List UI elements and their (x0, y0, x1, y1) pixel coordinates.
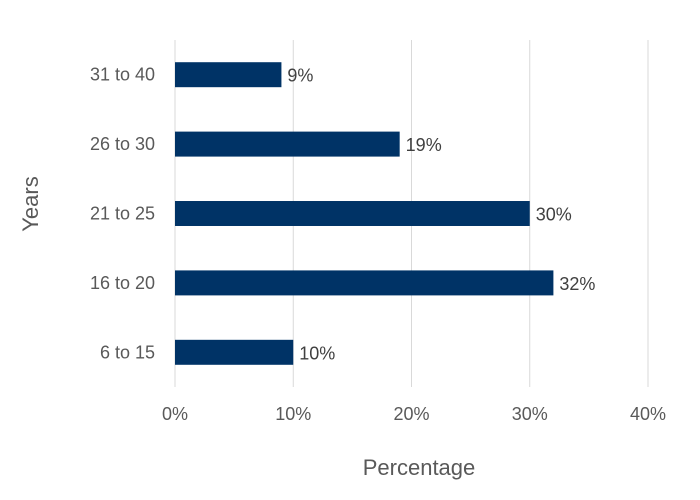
bar-1 (175, 270, 554, 296)
bar-3 (175, 131, 400, 157)
bar-4 (175, 62, 282, 88)
x-tick-label-3: 30% (512, 404, 548, 424)
y-tick-label-3: 26 to 30 (90, 134, 155, 154)
data-label-2: 30% (536, 205, 572, 225)
labels: 0% 10% 20% 30% 40% 6 to 15 10% 16 to 20 32% 21 to… (90, 65, 666, 424)
y-tick-label-1: 16 to 20 (90, 273, 155, 293)
x-tick-label-4: 40% (630, 404, 666, 424)
data-label-1: 32% (559, 274, 595, 294)
data-label-4: 9% (287, 66, 313, 86)
bar-2 (175, 201, 530, 226)
x-tick-label-0: 0% (162, 404, 188, 424)
y-tick-label-4: 31 to 40 (90, 65, 155, 85)
data-label-0: 10% (299, 343, 335, 363)
x-tick-label-2: 20% (393, 404, 429, 424)
y-tick-label-0: 6 to 15 (100, 342, 155, 362)
bars (175, 62, 554, 365)
y-axis-title: Years (18, 176, 43, 231)
x-tick-label-1: 10% (275, 404, 311, 424)
bar-0 (175, 339, 294, 365)
data-label-3: 19% (406, 135, 442, 155)
x-axis-title: Percentage (363, 455, 476, 480)
y-tick-label-2: 21 to 25 (90, 204, 155, 224)
